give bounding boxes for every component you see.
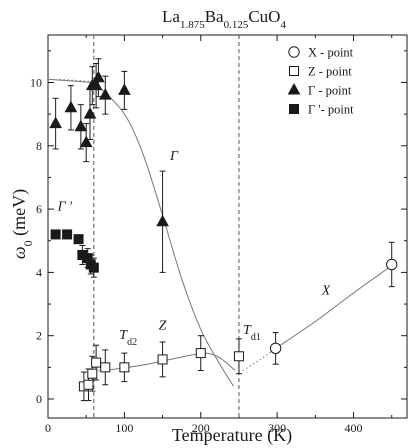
guide-curve-1 — [59, 78, 94, 83]
data-point-open-square-1 — [83, 379, 94, 390]
data-point-open-square-8 — [233, 351, 244, 362]
data-point-open-square-7 — [195, 348, 206, 359]
transition-label-d1: Td1 — [243, 323, 261, 343]
x-tick-label: 400 — [345, 421, 363, 435]
curve-annotation: Z — [159, 318, 167, 333]
chart-title: La1.875Ba0.125CuO4 — [162, 7, 286, 31]
data-point-filled-triangle-8 — [98, 88, 112, 100]
guide-curve-5 — [275, 262, 396, 349]
data-point-filled-square-2 — [73, 234, 84, 245]
legend-marker-filled-triangle — [287, 82, 301, 95]
data-point-open-circle-0 — [269, 342, 282, 355]
y-tick-label: 10 — [30, 75, 42, 89]
legend-label: Γ '- point — [308, 103, 354, 117]
chart-title-sub3: 4 — [280, 19, 286, 31]
data-point-open-circle-1 — [386, 258, 398, 271]
data-point-open-square-4 — [100, 362, 111, 373]
guide-curve-4 — [242, 347, 276, 371]
data-point-filled-triangle-4 — [83, 107, 97, 119]
y-axis-label-rest: (meV) — [9, 189, 30, 240]
chart-title-mid: Ba — [205, 7, 224, 26]
legend-marker-open-square — [289, 66, 299, 76]
y-tick-label: 2 — [36, 329, 42, 343]
data-point-open-square-6 — [157, 354, 168, 365]
data-point-filled-triangle-3 — [79, 135, 93, 148]
x-tick-label: 100 — [115, 421, 133, 435]
data-point-filled-triangle-6 — [89, 78, 103, 91]
y-axis-label: ω0 (meV) — [9, 189, 35, 259]
chart-title-sub1: 1.875 — [180, 19, 205, 31]
y-tick-label: 4 — [36, 265, 42, 279]
transition-label-d2: Td2 — [119, 328, 137, 348]
data-point-filled-triangle-10 — [156, 214, 169, 227]
data-point-open-square-3 — [91, 357, 102, 368]
legend-label: Z - point — [308, 65, 352, 79]
curve-annotation: X — [321, 284, 331, 299]
data-point-filled-triangle-0 — [49, 116, 62, 129]
curve-annotation: Γ ' — [57, 200, 73, 215]
legend-label: X - point — [308, 46, 354, 60]
y-tick-label: 0 — [36, 392, 42, 406]
y-tick-label: 6 — [36, 202, 42, 216]
x-axis-label: Temperature (K) — [172, 425, 292, 446]
data-point-open-square-5 — [119, 362, 130, 373]
x-tick-label: 200 — [192, 421, 210, 435]
y-axis-label-sub: 0 — [21, 240, 35, 246]
guide-curve-2 — [101, 352, 236, 371]
x-tick-label: 0 — [45, 421, 51, 435]
data-point-filled-square-1 — [62, 229, 73, 240]
chart-title-base: La — [162, 7, 180, 26]
curve-annotation: Γ — [169, 149, 179, 164]
data-point-filled-square-6 — [88, 262, 99, 273]
plot-frame — [47, 34, 408, 419]
guide-curve-0 — [47, 78, 235, 387]
legend-marker-filled-square — [289, 104, 299, 114]
chart-title-sub2: 0.125 — [224, 19, 249, 31]
data-point-open-square-2 — [87, 368, 98, 379]
legend-label: Γ - point — [308, 84, 352, 98]
legend-marker-open-circle — [288, 46, 300, 58]
plot-area: 0 100 200 300 400 0 2 4 6 8 10 Td2 Td1 Γ Γ ' Z X — [30, 34, 408, 435]
data-point-filled-triangle-2 — [74, 119, 88, 132]
legend: X - point Z - point Γ - point Γ '- point — [287, 46, 354, 117]
y-tick-label: 8 — [36, 139, 42, 153]
data-point-filled-square-0 — [50, 229, 61, 240]
data-point-filled-triangle-7 — [92, 70, 105, 83]
chart-title-end: CuO — [248, 7, 280, 26]
x-tick-label: 300 — [268, 421, 286, 435]
data-point-filled-triangle-1 — [64, 100, 78, 113]
data-point-filled-triangle-9 — [118, 83, 131, 95]
y-axis-label-base: ω — [9, 246, 29, 259]
